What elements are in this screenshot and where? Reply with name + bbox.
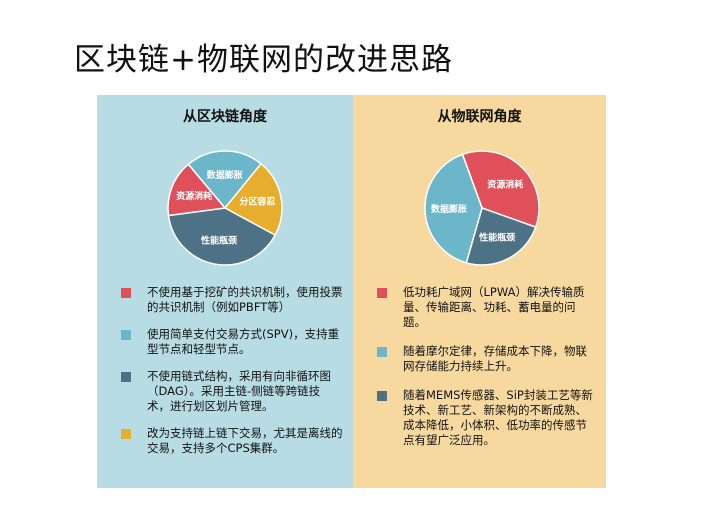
list-item: 不使用链式结构，采用有向非循环图（DAG）。采用主链-侧链等跨链技术，进行划区划… [117, 369, 343, 414]
blockchain-pie-slice-3 [167, 163, 227, 217]
list-item-text: 随着摩尔定律，存储成本下降，物联网存储能力持续上升。 [403, 344, 587, 373]
list-item: 不使用基于挖矿的共识机制，使用投票的共识机制（例如PBFT等） [117, 285, 343, 315]
square-bullet-icon [377, 391, 387, 401]
blockchain-pie-slice-1 [223, 162, 283, 237]
panel-heading: 从物联网角度 [437, 109, 522, 125]
list-item: 随着MEMS传感器、SiP封装工艺等新技术、新工艺、新架构的不断成熟、成本降低，… [373, 388, 596, 448]
blockchain-pie-slice-label-2: 性能瓶颈 [201, 235, 237, 247]
list-item-text: 随着MEMS传感器、SiP封装工艺等新技术、新工艺、新架构的不断成熟、成本降低，… [403, 388, 593, 447]
blockchain-pie-slice-label-3: 资源消耗 [176, 190, 212, 202]
blockchain-pie-slice-label-0: 数据膨胀 [207, 169, 243, 181]
blockchain-item-list: 不使用基于挖矿的共识机制，使用投票的共识机制（例如PBFT等） 使用简单支付交易方… [117, 285, 343, 468]
page-title: 区块链+物联网的改进思路 [74, 42, 453, 78]
blockchain-perspective-panel: 从区块链角度 数据膨胀分区容忍性能瓶颈 资源消耗 不使用基于挖矿的共识机制，使用投… [97, 95, 353, 488]
list-item: 随着摩尔定律，存储成本下降，物联网存储能力持续上升。 [373, 344, 596, 374]
square-bullet-icon [121, 372, 131, 382]
iot-pie-slice-2 [424, 153, 483, 264]
iot-pie-slice-1 [465, 207, 537, 266]
list-item-text: 不使用链式结构，采用有向非循环图（DAG）。采用主链-侧链等跨链技术，进行划区划… [147, 369, 331, 413]
list-item-text: 低功耗广域网（LPWA）解决传输质量、传输距离、功耗、蓄电量的问题。 [403, 285, 585, 329]
list-item: 低功耗广域网（LPWA）解决传输质量、传输距离、功耗、蓄电量的问题。 [373, 285, 596, 330]
iot-pie-slice-label-1: 性能瓶颈 [479, 231, 515, 243]
list-item-text: 使用简单支付交易方式(SPV)，支持重型节点和轻型节点。 [147, 327, 340, 356]
blockchain-pie-slice-0 [187, 150, 263, 210]
blockchain-pie-slice-2 [167, 207, 277, 266]
list-item-text: 不使用基于挖矿的共识机制，使用投票的共识机制（例如PBFT等） [147, 285, 343, 314]
iot-pie-slice-label-0: 资源消耗 [487, 179, 523, 191]
list-item: 使用简单支付交易方式(SPV)，支持重型节点和轻型节点。 [117, 327, 343, 357]
list-item: 改为支持链上链下交易，尤其是离线的交易，支持多个CPS集群。 [117, 426, 343, 456]
square-bullet-icon [121, 288, 131, 298]
iot-pie-slice-label-2: 数据膨胀 [431, 203, 467, 215]
panel-heading: 从区块链角度 [183, 109, 267, 125]
iot-perspective-panel: 从物联网角度 资源消耗性能瓶颈 数据膨胀 低功耗广域网（LPWA）解决传输质量、传… [353, 95, 606, 488]
square-bullet-icon [377, 288, 387, 298]
iot-pie-slice-0 [461, 150, 540, 229]
square-bullet-icon [121, 429, 131, 439]
iot-item-list: 低功耗广域网（LPWA）解决传输质量、传输距离、功耗、蓄电量的问题。随着摩尔定律… [373, 285, 596, 462]
blockchain-pie-slice-label-1: 分区容忍 [239, 196, 275, 208]
list-item-text: 改为支持链上链下交易，尤其是离线的交易，支持多个CPS集群。 [147, 426, 343, 455]
square-bullet-icon [121, 330, 131, 340]
square-bullet-icon [377, 347, 387, 357]
